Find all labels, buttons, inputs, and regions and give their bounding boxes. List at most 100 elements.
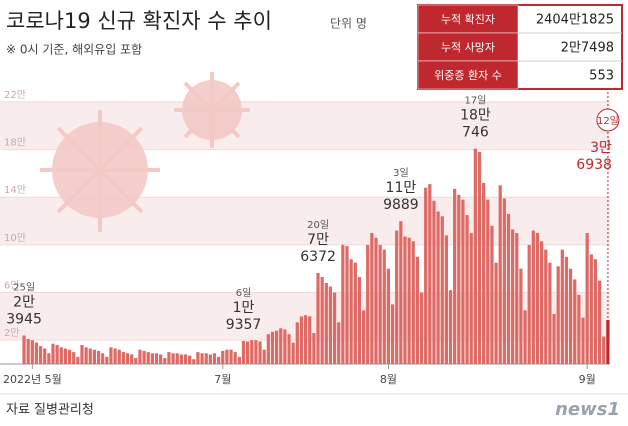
- bar: [366, 244, 370, 364]
- bar: [51, 343, 55, 364]
- bar: [469, 232, 473, 364]
- bar: [548, 262, 552, 364]
- bar: [274, 330, 279, 364]
- bar: [229, 349, 233, 364]
- bar: [589, 254, 593, 364]
- bar: [96, 350, 101, 364]
- y-tick-label: 10만: [4, 232, 26, 244]
- bar: [502, 198, 506, 364]
- bar: [357, 277, 362, 364]
- bar: [43, 348, 47, 364]
- bar: [316, 273, 320, 364]
- bar: [287, 334, 291, 364]
- bar: [324, 282, 328, 364]
- bar: [67, 349, 72, 364]
- bar: [250, 340, 254, 364]
- bar: [146, 352, 150, 364]
- day-label: 20일: [307, 219, 329, 231]
- bar: [374, 237, 378, 364]
- summary-label: 누적 확진자: [441, 13, 495, 26]
- bar: [523, 310, 527, 364]
- bar: [150, 353, 154, 364]
- bar: [76, 356, 80, 364]
- bar: [440, 216, 444, 364]
- summary-label-cell: [417, 60, 519, 90]
- bar: [593, 259, 598, 364]
- bar: [386, 268, 391, 364]
- bar: [482, 182, 486, 364]
- bar: [279, 328, 283, 364]
- day-label: 3일: [393, 167, 409, 179]
- bar: [444, 235, 448, 364]
- bar: [544, 249, 548, 364]
- bar: [159, 354, 163, 364]
- bar: [411, 241, 415, 364]
- bar: [80, 344, 84, 364]
- bar: [266, 334, 270, 364]
- logo: news1: [555, 399, 620, 420]
- summary-label: 누적 사망자: [441, 41, 495, 54]
- bar: [403, 236, 407, 364]
- bar: [337, 322, 341, 364]
- bar: [217, 356, 221, 364]
- bar: [72, 352, 76, 364]
- bar: [370, 232, 374, 364]
- bar: [477, 151, 482, 364]
- bar: [560, 249, 564, 364]
- day-label: 12일: [597, 115, 619, 127]
- bar: [349, 259, 353, 364]
- bar: [506, 213, 511, 364]
- bar: [63, 348, 68, 364]
- bar: [299, 316, 304, 364]
- bar: [134, 358, 138, 364]
- bar: [241, 340, 246, 364]
- bar: [183, 354, 188, 364]
- bar: [88, 348, 92, 364]
- bar: [564, 256, 569, 364]
- x-tick-label: 8월: [380, 373, 397, 386]
- bar: [117, 349, 121, 364]
- bar: [130, 354, 134, 364]
- bar: [473, 148, 477, 364]
- bar: [332, 292, 337, 364]
- bar: [527, 244, 531, 364]
- bar: [428, 184, 432, 364]
- bar: [113, 348, 117, 364]
- bar: [415, 256, 420, 364]
- value-label: 3만 6938: [576, 140, 612, 173]
- bar: [200, 353, 204, 364]
- bar: [291, 342, 295, 364]
- bar: [448, 290, 453, 364]
- day-badge: [596, 108, 620, 132]
- bar: [59, 347, 63, 364]
- bar: [519, 268, 523, 364]
- bar: [581, 317, 585, 364]
- bar: [154, 353, 159, 364]
- value-label: 11만 9889: [383, 180, 419, 213]
- bar: [258, 341, 262, 364]
- bar: [378, 244, 382, 364]
- bar: [419, 292, 424, 364]
- bar: [196, 352, 200, 364]
- chart-title: 코로나19 신규 확진자 수 추이: [6, 9, 272, 33]
- bar: [26, 338, 30, 364]
- bar: [262, 349, 266, 364]
- bar: [283, 329, 287, 364]
- bar: [606, 319, 610, 364]
- bar: [486, 199, 490, 364]
- y-tick-label: 22만: [4, 89, 26, 101]
- bar: [308, 316, 312, 364]
- y-tick-label: 2만: [4, 327, 20, 339]
- bar: [121, 352, 126, 364]
- bar: [221, 350, 225, 364]
- bar: [179, 354, 183, 364]
- bar: [556, 266, 560, 364]
- bar: [167, 352, 171, 364]
- bar: [552, 313, 556, 364]
- bar: [233, 352, 237, 364]
- bar: [568, 268, 573, 364]
- bar: [390, 304, 395, 364]
- summary-label-cell: [417, 32, 519, 62]
- source: 자료 질병관리청: [6, 403, 94, 418]
- bar: [597, 280, 602, 364]
